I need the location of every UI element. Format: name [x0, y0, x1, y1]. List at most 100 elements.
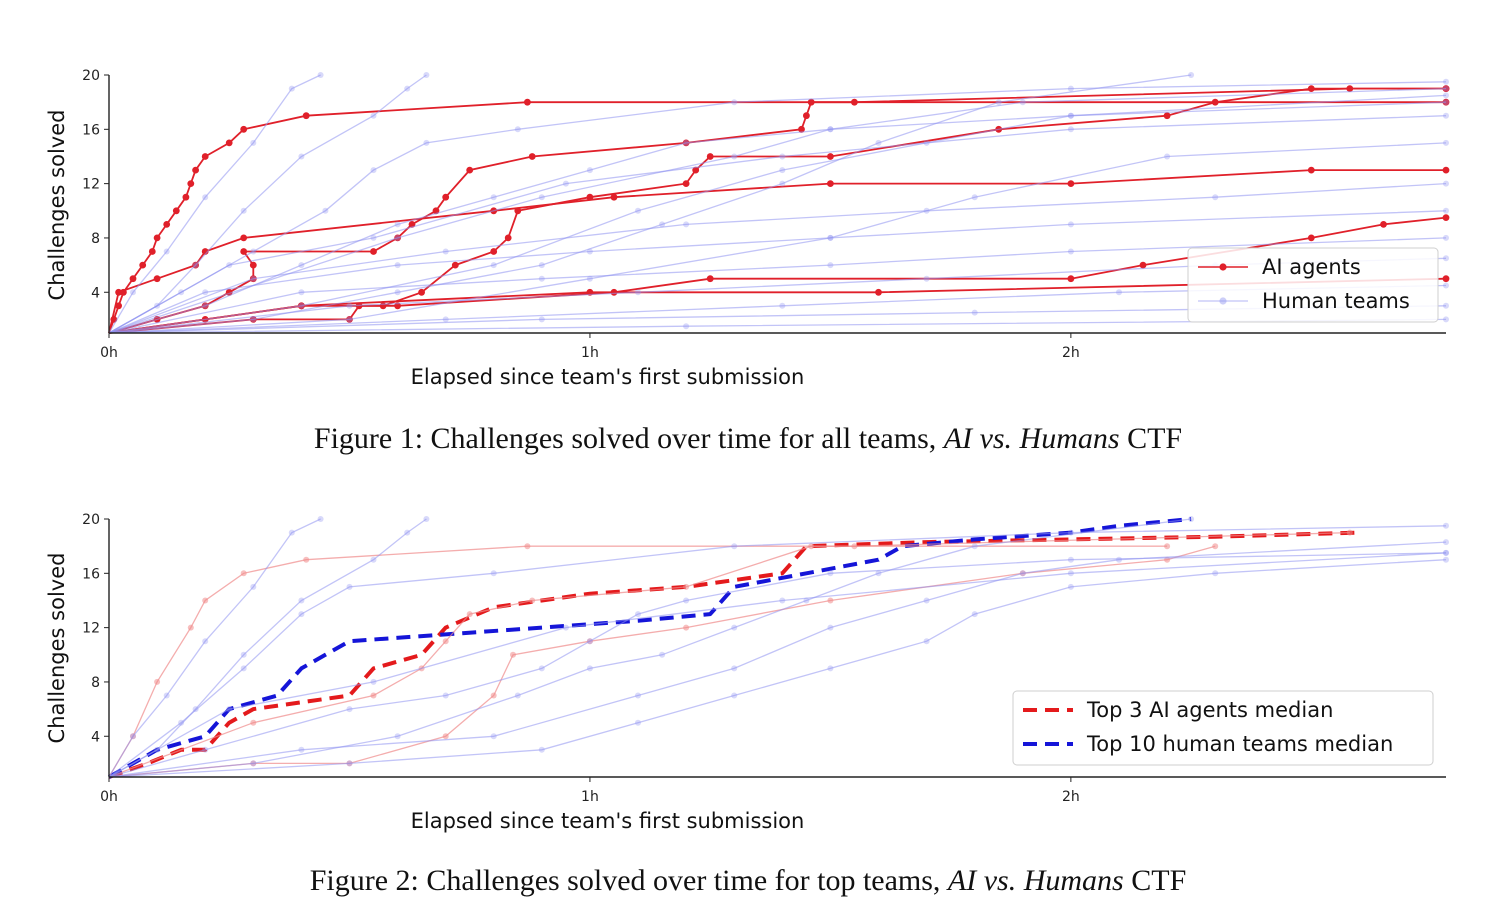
- data-point-1-9-1: [250, 760, 257, 767]
- series-line-0-4: [108, 216, 1447, 334]
- data-point-1-2-5: [240, 570, 247, 577]
- data-point-0-2-15: [1163, 112, 1171, 120]
- data-point-1-4-11: [1212, 543, 1219, 550]
- x-axis-label: Elapsed since team's first submission: [411, 365, 805, 389]
- y-axis-label: Challenges solved: [45, 110, 69, 301]
- x-tick-label: 2h: [1062, 345, 1080, 361]
- series-line-0-14: [108, 210, 1447, 334]
- data-point-0-11-4: [779, 167, 786, 174]
- data-point-0-6-1: [130, 289, 136, 296]
- data-point-0-13-3: [683, 221, 690, 228]
- data-point-0-12-6: [1443, 139, 1449, 146]
- data-point-0-9-3: [394, 221, 401, 228]
- data-point-0-20-3: [731, 153, 738, 160]
- data-point-0-10-7: [995, 99, 1002, 106]
- data-point-1-3-9: [1164, 543, 1171, 550]
- series-line-0-3: [108, 169, 1446, 334]
- data-point-1-3-8: [808, 543, 815, 550]
- data-point-1-9-2: [394, 733, 401, 740]
- data-point-0-18-2: [971, 309, 978, 316]
- data-point-1-7-6: [731, 543, 738, 550]
- data-point-0-12-1: [346, 316, 353, 323]
- data-point-0-4-10: [1380, 221, 1387, 228]
- data-point-1-6-5: [370, 556, 377, 563]
- data-point-1-6-6: [404, 529, 411, 536]
- data-point-0-13-5: [1212, 194, 1219, 201]
- series-line-0-6: [108, 74, 321, 334]
- data-point-1-10-2: [490, 733, 497, 740]
- data-point-0-6-6: [317, 72, 324, 78]
- data-point-1-5-3: [202, 638, 209, 645]
- data-point-0-3-9: [1067, 180, 1075, 188]
- data-point-0-20-2: [538, 194, 545, 201]
- legend-box: [1012, 690, 1434, 766]
- figure-2-panel: 4 8 12 16 20 0h 1h 2h Elapsed since team's first…: [45, 512, 1449, 833]
- data-point-1-11-10: [1443, 556, 1449, 563]
- data-point-0-2-11: [692, 166, 700, 174]
- data-point-0-15-2: [538, 275, 545, 282]
- data-point-1-8-2: [346, 706, 353, 713]
- data-point-0-8-5: [423, 139, 430, 146]
- data-point-0-0-8: [163, 221, 171, 228]
- data-point-0-14-1: [202, 289, 209, 296]
- data-point-1-5-6: [317, 516, 324, 522]
- data-point-0-0-10: [182, 193, 190, 201]
- data-point-0-8-8: [1067, 85, 1074, 92]
- data-point-1-4-3: [442, 733, 449, 740]
- data-point-0-6-5: [288, 85, 295, 92]
- series-line-1-1: [108, 517, 1192, 779]
- data-point-0-1-12: [466, 166, 474, 174]
- data-point-0-13-4: [923, 207, 930, 214]
- data-point-1-9-5: [659, 651, 666, 658]
- data-point-1-4-5: [510, 651, 516, 658]
- data-point-0-18-3: [1443, 302, 1449, 309]
- data-point-0-0-14: [225, 139, 233, 147]
- data-point-1-10-5: [827, 624, 834, 631]
- data-point-1-8-8: [827, 570, 834, 577]
- data-point-0-15-4: [1067, 248, 1074, 255]
- data-point-1-7-1: [178, 719, 185, 726]
- x-axis-label: Elapsed since team's first submission: [411, 809, 805, 833]
- data-point-0-2-13: [827, 153, 834, 160]
- data-point-1-12-5: [1067, 570, 1074, 577]
- data-point-1-11-4: [731, 692, 738, 699]
- data-point-0-21-1: [226, 262, 233, 269]
- data-point-0-13-1: [250, 275, 257, 282]
- data-point-1-10-3: [635, 692, 641, 699]
- data-point-0-0-9: [172, 207, 180, 215]
- data-point-1-8-5: [586, 638, 593, 645]
- data-point-1-12-3: [562, 624, 569, 631]
- series-line-1-8: [108, 552, 1447, 778]
- data-point-0-21-4: [779, 153, 786, 160]
- data-point-1-7-8: [1443, 522, 1449, 529]
- series-line-1-4: [108, 545, 1216, 778]
- data-point-0-4-6: [706, 275, 714, 283]
- data-point-0-14-4: [827, 234, 834, 241]
- data-point-1-12-6: [1443, 549, 1449, 556]
- series-line-1-5: [108, 518, 321, 778]
- data-point-0-8-6: [514, 126, 521, 133]
- data-point-0-4-9: [1307, 234, 1315, 242]
- data-point-0-1-15: [798, 125, 805, 133]
- data-point-0-7-7: [423, 72, 430, 78]
- data-point-1-8-7: [683, 597, 690, 604]
- data-point-0-17-3: [1116, 289, 1122, 296]
- data-point-1-3-4: [442, 638, 449, 645]
- data-point-1-8-3: [442, 692, 449, 699]
- data-point-0-11-1: [298, 302, 305, 309]
- data-point-0-8-3: [322, 207, 329, 214]
- data-point-0-11-3: [635, 207, 641, 214]
- data-point-0-17-4: [1443, 282, 1449, 289]
- data-point-0-1-11: [442, 193, 450, 201]
- data-point-0-0-5: [139, 261, 147, 269]
- data-point-0-12-5: [1164, 153, 1171, 160]
- series-line-0-20: [108, 87, 1447, 334]
- data-point-0-3-5: [240, 234, 248, 242]
- data-point-1-8-4: [538, 665, 545, 672]
- data-point-1-9-10: [1188, 516, 1195, 522]
- data-point-0-16-5: [1443, 255, 1449, 262]
- data-point-0-11-6: [1067, 112, 1074, 119]
- data-point-1-5-4: [250, 583, 257, 590]
- data-point-0-3-8: [827, 180, 834, 188]
